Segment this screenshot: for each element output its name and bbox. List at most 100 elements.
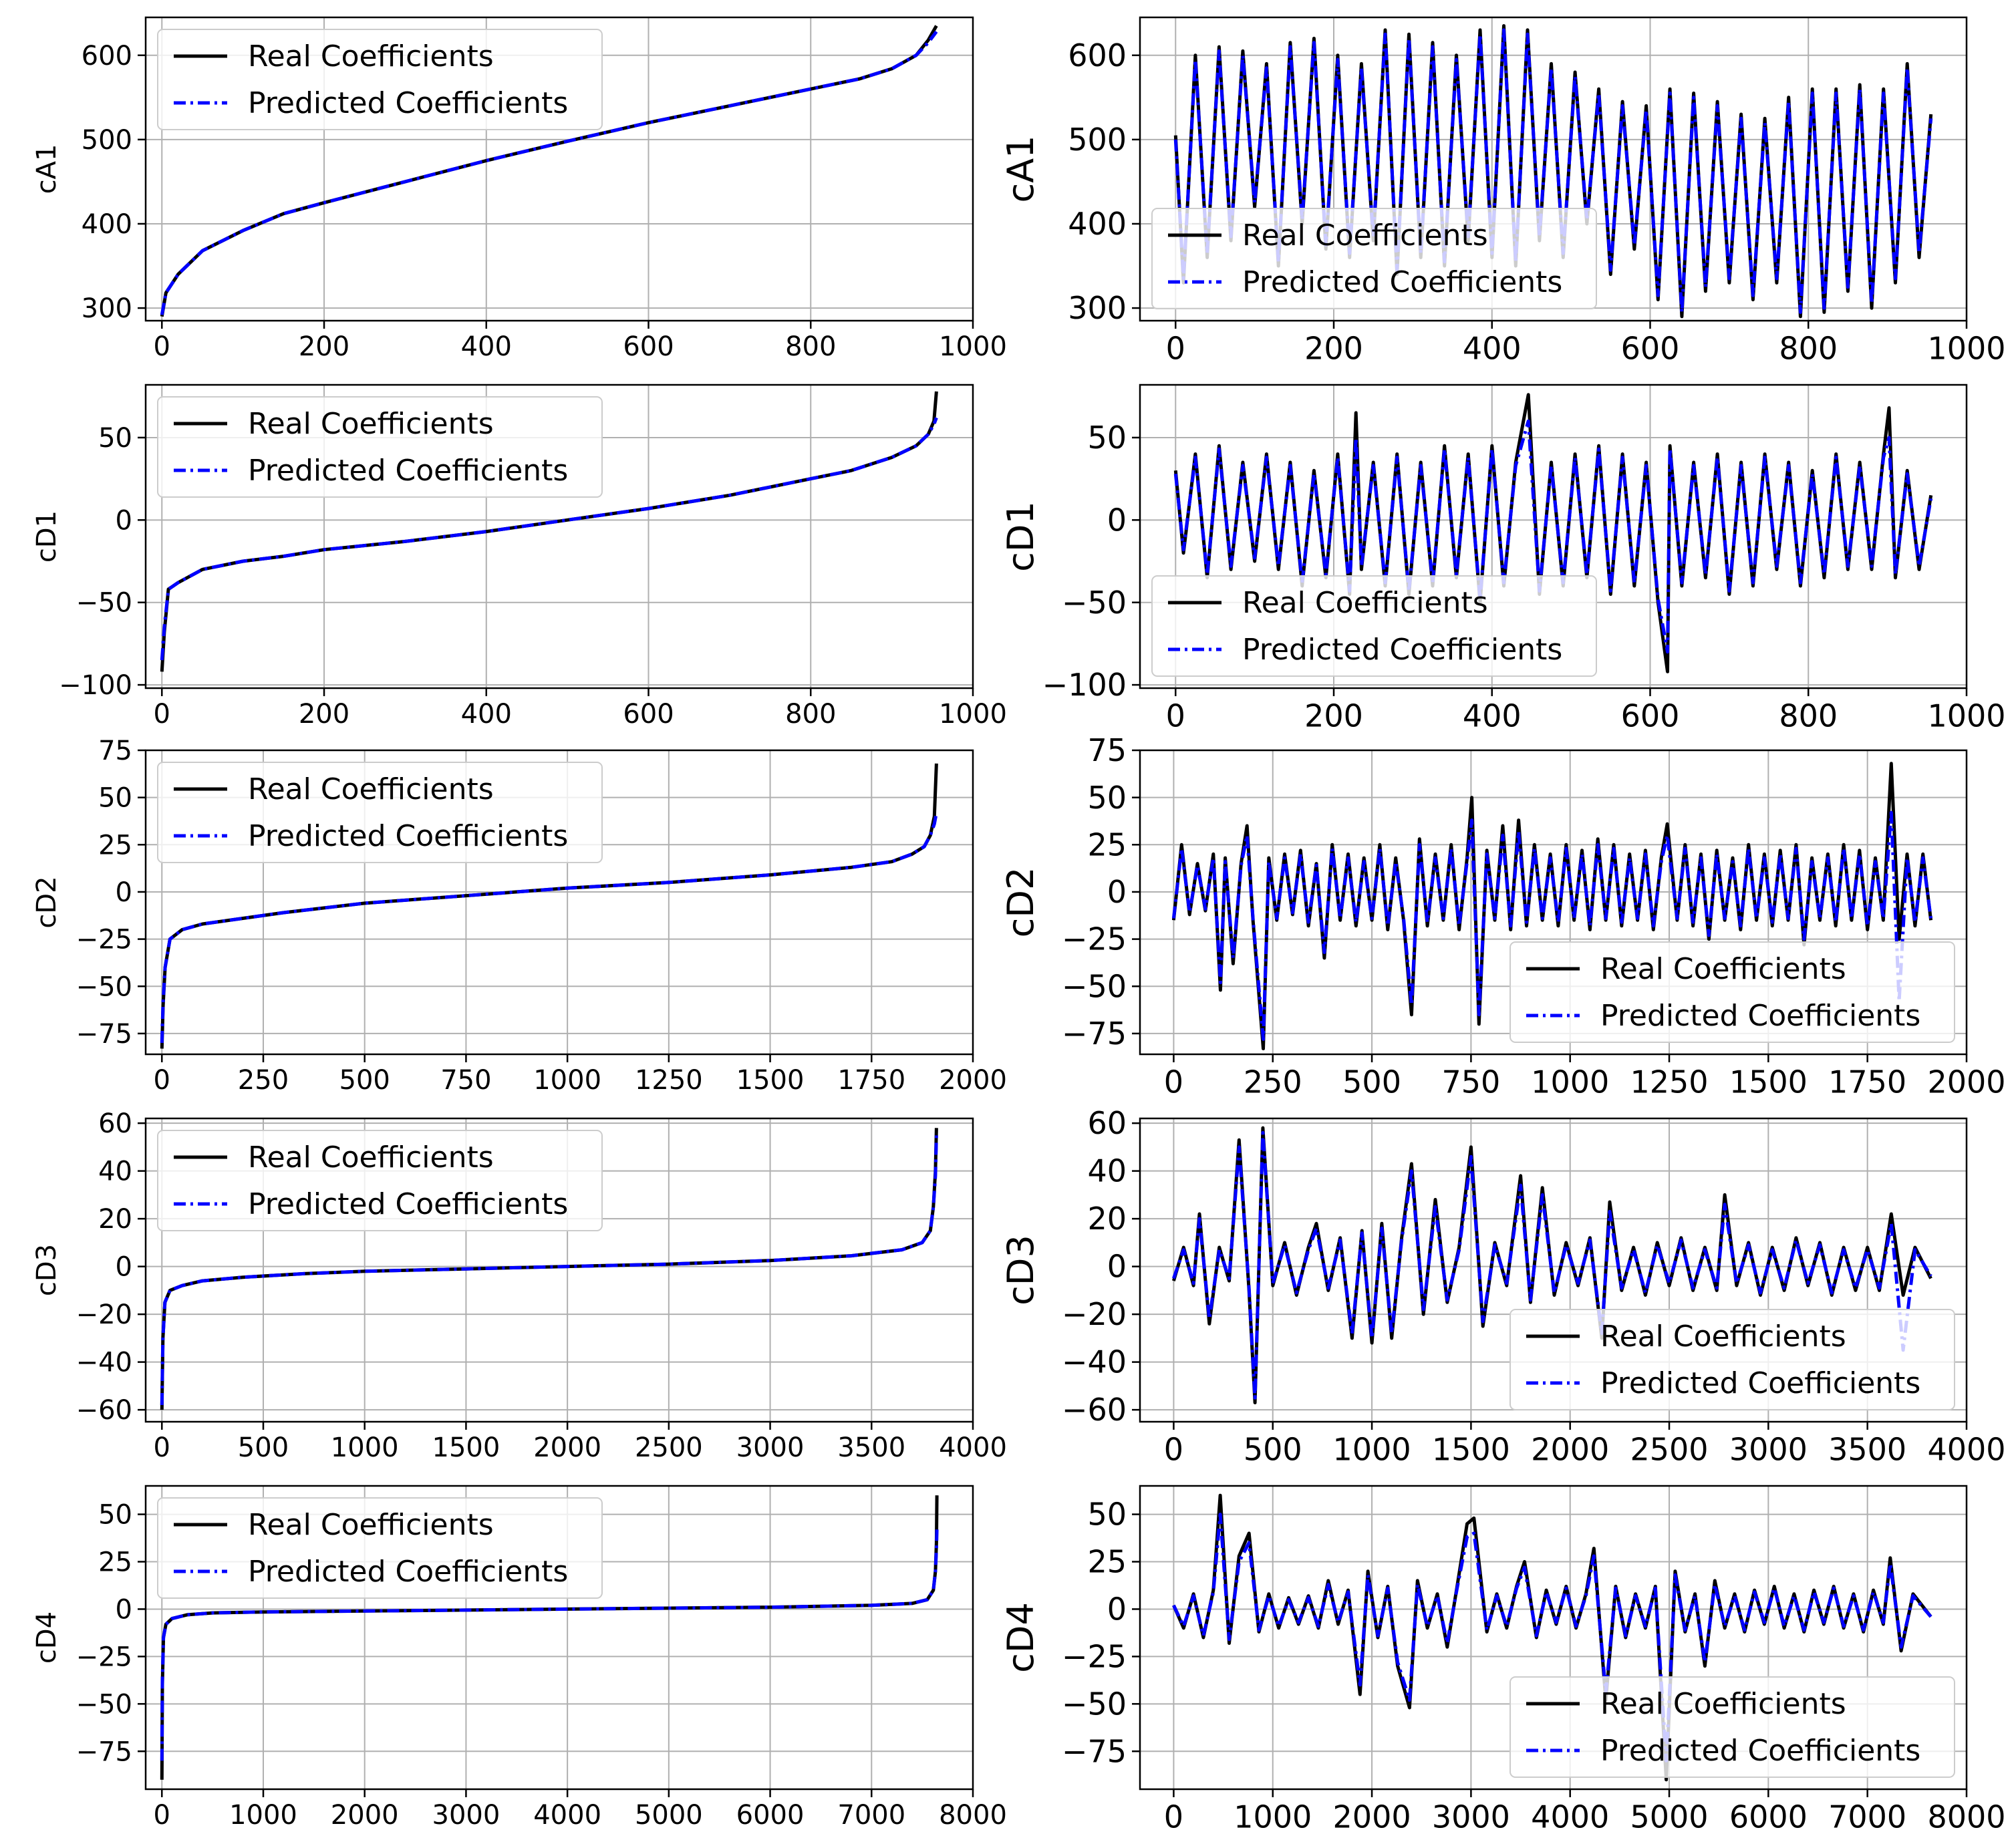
subplot-cd3-series: 0 500 1000 1500 2000 2500 3000 3500 4000 −60 −40 −2… (1000, 1105, 2006, 1467)
y-tick-label: −50 (1062, 968, 1127, 1004)
legend-box (157, 29, 603, 130)
x-tick-label: 3000 (1729, 1432, 1808, 1468)
y-tick-label: 0 (1107, 1249, 1127, 1285)
x-tick-label: 3000 (1432, 1799, 1510, 1835)
legend-box (157, 1497, 603, 1599)
x-tick-label: 1000 (939, 699, 1007, 730)
y-tick-label: 60 (98, 1108, 132, 1139)
x-tick-label: 2000 (533, 1432, 601, 1463)
x-tick-label: 2000 (331, 1800, 399, 1831)
axes-frame (144, 16, 974, 322)
x-tick-label: 0 (1166, 698, 1185, 734)
y-axis-label: cD3 (31, 1244, 62, 1296)
subplot-cd1-series: 0 200 400 600 800 1000 −100 −50 0 50 cD1 Real Coeff… (1000, 383, 2006, 734)
x-tick-label: 0 (154, 1432, 170, 1463)
subplot-cd2-series: 0 250 500 750 1000 1250 1500 1750 2000 −75 −50 −25 0… (1000, 732, 2006, 1100)
x-tick-label: 250 (238, 1065, 289, 1096)
x-tick-label: 1250 (635, 1065, 703, 1096)
y-tick-label: 50 (98, 1500, 132, 1531)
x-tick-label: 0 (1164, 1432, 1183, 1468)
subplot-cd4-series: 0 1000 2000 3000 4000 5000 6000 7000 8000 −75 −50 −… (1000, 1485, 2006, 1835)
axes-frame (1139, 749, 1968, 1056)
legend: Real Coefficients Predicted Coefficients (157, 762, 603, 863)
y-tick-label: −50 (1062, 585, 1127, 621)
x-tick-label: 1000 (229, 1800, 297, 1831)
legend-predicted-label: Predicted Coefficients (248, 454, 568, 488)
x-tick-label: 2000 (1927, 1064, 2005, 1100)
legend-predicted-label: Predicted Coefficients (248, 819, 568, 853)
y-tick-label: 75 (1087, 732, 1127, 768)
y-tick-label: 50 (98, 423, 132, 454)
y-tick-label: 500 (82, 125, 132, 156)
y-axis-label: cD2 (1000, 867, 1042, 938)
x-tick-label: 4000 (533, 1800, 601, 1831)
y-tick-label: −100 (59, 670, 132, 701)
y-axis-label: cD4 (1000, 1602, 1042, 1673)
legend-real-label: Real Coefficients (1242, 218, 1488, 253)
x-tick-label: 8000 (1927, 1799, 2005, 1835)
axes-frame (144, 749, 974, 1056)
x-tick-label: 3000 (432, 1800, 500, 1831)
y-tick-label: 600 (1068, 37, 1127, 73)
y-tick-label: 0 (1107, 502, 1127, 538)
x-tick-label: 1000 (533, 1065, 601, 1096)
x-tick-label: 3000 (736, 1432, 805, 1463)
x-tick-label: 1000 (1927, 331, 2005, 367)
x-tick-label: 6000 (736, 1800, 805, 1831)
legend-box (1151, 208, 1597, 309)
x-tick-label: 5000 (1630, 1799, 1708, 1835)
y-tick-label: 0 (116, 877, 132, 908)
x-tick-label: 750 (440, 1065, 491, 1096)
y-tick-label: −50 (76, 588, 132, 619)
y-axis-label: cD1 (1000, 501, 1042, 572)
x-tick-label: 2500 (635, 1432, 703, 1463)
legend-box (157, 1130, 603, 1231)
legend: Real Coefficients Predicted Coefficients (1151, 208, 1597, 309)
legend-predicted-label: Predicted Coefficients (1242, 633, 1562, 667)
y-tick-label: 400 (82, 209, 132, 240)
x-tick-label: 400 (461, 699, 512, 730)
y-tick-label: −20 (1062, 1296, 1127, 1332)
x-tick-label: 6000 (1729, 1799, 1808, 1835)
x-tick-label: 2000 (1333, 1799, 1411, 1835)
y-tick-label: −25 (1062, 921, 1127, 957)
x-tick-label: 1000 (1927, 698, 2005, 734)
x-tick-label: 600 (1621, 698, 1680, 734)
x-tick-label: 750 (1441, 1064, 1500, 1100)
x-tick-label: 4000 (1927, 1432, 2005, 1468)
x-tick-label: 200 (1304, 698, 1363, 734)
x-tick-label: 1250 (1630, 1064, 1708, 1100)
x-tick-label: 2000 (1531, 1432, 1609, 1468)
x-tick-label: 200 (299, 699, 349, 730)
y-tick-label: −75 (76, 1019, 132, 1050)
legend-real-label: Real Coefficients (1600, 1320, 1846, 1354)
subplot-cd4-sorted: 0 1000 2000 3000 4000 5000 6000 7000 8000 −75 −50 −… (31, 1485, 1007, 1831)
y-tick-label: 500 (1068, 122, 1127, 158)
legend-predicted-label: Predicted Coefficients (248, 86, 568, 120)
legend-real-label: Real Coefficients (1600, 1687, 1846, 1721)
x-tick-label: 1000 (1531, 1064, 1609, 1100)
legend-predicted-label: Predicted Coefficients (248, 1555, 568, 1589)
x-tick-label: 1500 (432, 1432, 500, 1463)
legend-predicted-label: Predicted Coefficients (1600, 1366, 1920, 1400)
legend-real-label: Real Coefficients (1242, 586, 1488, 620)
x-tick-label: 400 (461, 331, 512, 362)
x-tick-label: 0 (1164, 1799, 1183, 1835)
legend-real-label: Real Coefficients (248, 1140, 494, 1175)
y-tick-label: 20 (1087, 1201, 1127, 1237)
x-tick-label: 400 (1463, 331, 1522, 367)
predicted-coefficients-line (1173, 419, 1933, 654)
subplot-cd1-sorted: 0 200 400 600 800 1000 −100 −50 0 50 cD1 Real Coeff… (31, 383, 1007, 730)
axes-frame (144, 1485, 974, 1791)
x-tick-label: 1000 (1234, 1799, 1312, 1835)
x-tick-label: 1500 (736, 1065, 805, 1096)
subplot-ca1-sorted: 0 200 400 600 800 1000 300 400 500 600 cA1 Real Coe… (31, 16, 1007, 362)
x-tick-label: 1000 (939, 331, 1007, 362)
x-tick-label: 0 (154, 699, 170, 730)
legend: Real Coefficients Predicted Coefficients (1509, 941, 1955, 1043)
x-tick-label: 500 (238, 1432, 289, 1463)
legend-box (157, 762, 603, 863)
y-axis-label: cA1 (1000, 136, 1042, 203)
y-tick-label: 0 (116, 1252, 132, 1283)
x-tick-label: 1000 (331, 1432, 399, 1463)
